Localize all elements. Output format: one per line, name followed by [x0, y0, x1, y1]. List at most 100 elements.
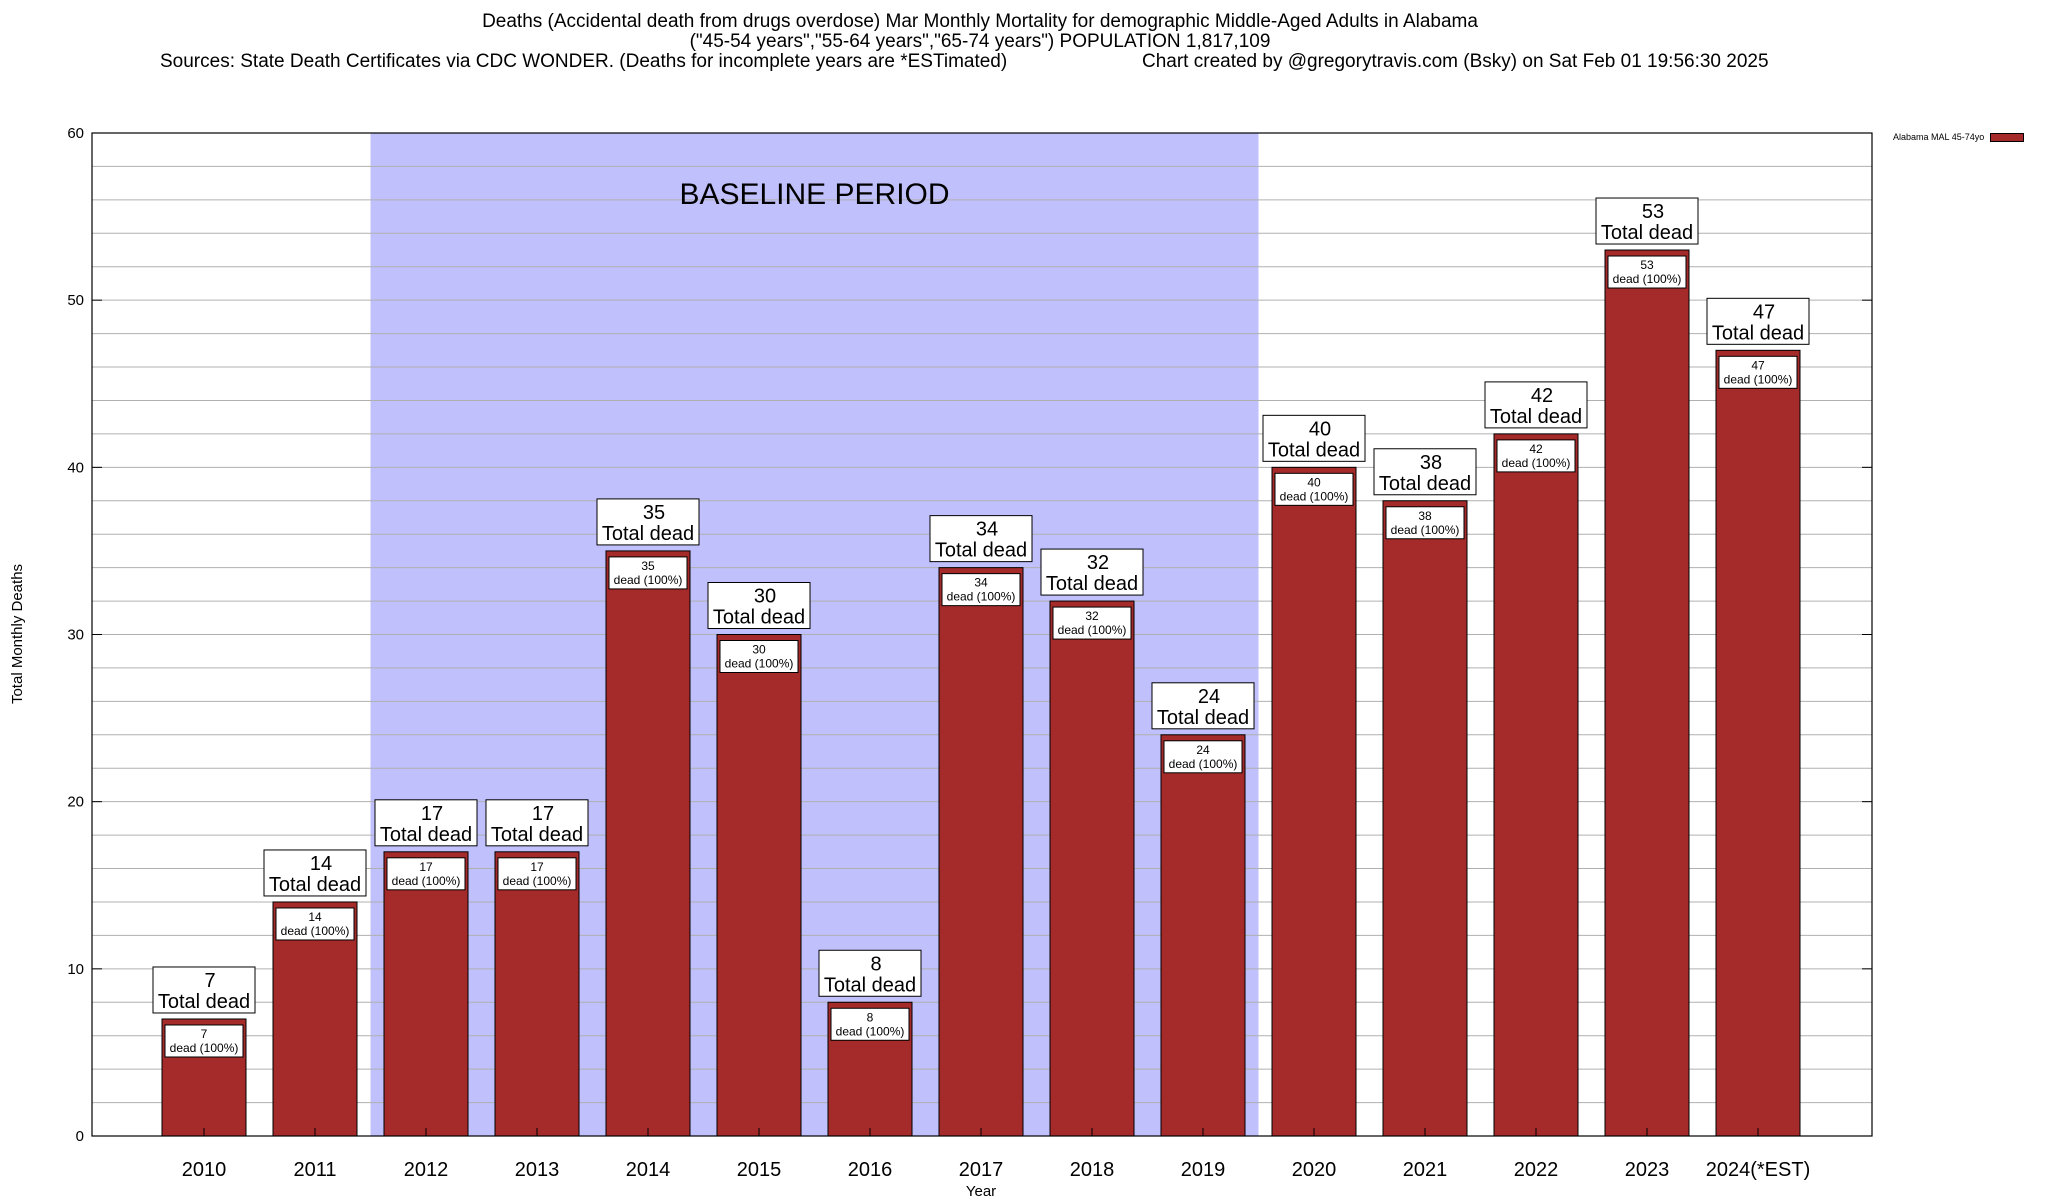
bar-inner-percent-label: dead (100%): [392, 874, 461, 888]
bar-inner-label-box: [1163, 740, 1243, 774]
bar-inner-label-box: [386, 857, 466, 891]
bar-inner-value-label: 34: [974, 576, 988, 590]
bar-inner-percent-label: dead (100%): [1169, 757, 1238, 771]
bar-inner-label-box: [608, 556, 688, 590]
bar: [272, 901, 358, 1137]
bar-inner-value-label: 42: [1529, 442, 1543, 456]
bar-inner-label-box: [1385, 506, 1465, 540]
bar-total-dead-label: Total dead: [1379, 473, 1471, 495]
bar-total-dead-label: Total dead: [158, 991, 250, 1013]
bar-total-dead-label: Total dead: [1601, 222, 1693, 244]
bar-total-value-label: 42: [1531, 385, 1553, 407]
chart-subtitle: ("45-54 years","55-64 years","65-74 year…: [689, 31, 1271, 52]
y-tick-label: 60: [67, 125, 84, 142]
y-tick-label: 10: [67, 961, 84, 978]
bar-total-label-box: [596, 498, 700, 546]
x-tick-label: 2010: [182, 1159, 227, 1181]
bar-inner-value-label: 47: [1751, 358, 1765, 372]
bar-total-label-box: [1373, 448, 1477, 496]
bar-total-value-label: 47: [1753, 301, 1775, 323]
x-tick-label: 2024(*EST): [1706, 1159, 1811, 1181]
chart-header: Deaths (Accidental death from drugs over…: [0, 12, 1960, 72]
bar-total-dead-label: Total dead: [935, 540, 1027, 562]
bar-total-dead-label: Total dead: [1490, 406, 1582, 428]
bar-total-label-box: [818, 949, 922, 997]
bar-inner-percent-label: dead (100%): [1724, 372, 1793, 386]
bar-total-label-box: [1706, 297, 1810, 345]
x-tick-label: 2013: [515, 1159, 560, 1181]
y-tick-label: 30: [67, 627, 84, 644]
bar-inner-percent-label: dead (100%): [170, 1041, 239, 1055]
bar-total-dead-label: Total dead: [1712, 322, 1804, 344]
bar-inner-value-label: 30: [752, 643, 766, 657]
bar: [383, 851, 469, 1137]
chart-credit: Chart created by @gregorytravis.com (Bsk…: [1142, 51, 1769, 72]
bar-inner-label-box: [1052, 606, 1132, 640]
bar-total-value-label: 8: [870, 953, 881, 975]
bar-total-value-label: 24: [1198, 686, 1220, 708]
bar-total-dead-label: Total dead: [269, 874, 361, 896]
sources-note: Sources: State Death Certificates via CD…: [160, 51, 1008, 72]
bar-inner-value-label: 35: [641, 559, 655, 573]
x-tick-label: 2016: [848, 1159, 893, 1181]
bar-inner-percent-label: dead (100%): [1391, 523, 1460, 537]
x-tick-label: 2017: [959, 1159, 1004, 1181]
bar-inner-label-box: [275, 907, 355, 941]
bar-inner-value-label: 8: [867, 1010, 874, 1024]
bar-inner-percent-label: dead (100%): [1058, 623, 1127, 637]
bar-inner-percent-label: dead (100%): [281, 924, 350, 938]
x-tick-label: 2012: [404, 1159, 449, 1181]
bar-inner-label-box: [1274, 472, 1354, 506]
x-tick-label: 2019: [1181, 1159, 1226, 1181]
bar-inner-percent-label: dead (100%): [503, 874, 572, 888]
bar-total-value-label: 7: [204, 970, 215, 992]
bar-inner-percent-label: dead (100%): [947, 590, 1016, 604]
bar-total-label-box: [485, 799, 589, 847]
bar: [1160, 734, 1246, 1137]
y-tick-label: 0: [76, 1128, 84, 1145]
bar-inner-label-box: [830, 1007, 910, 1041]
plot-frame: [91, 132, 1873, 1137]
bar-inner-value-label: 17: [530, 860, 544, 874]
y-tick-label: 40: [67, 459, 84, 476]
x-tick-label: 2022: [1514, 1159, 1559, 1181]
bar-total-value-label: 14: [310, 853, 332, 875]
bar-total-label-box: [1484, 381, 1588, 429]
bar-total-dead-label: Total dead: [713, 607, 805, 629]
bar-inner-value-label: 14: [308, 910, 322, 924]
bar-total-dead-label: Total dead: [1046, 573, 1138, 595]
bar-inner-label-box: [164, 1024, 244, 1058]
source-row: Sources: State Death Certificates via CD…: [0, 52, 1960, 72]
bar-total-value-label: 34: [976, 519, 998, 541]
x-tick-label: 2021: [1403, 1159, 1448, 1181]
bar-total-value-label: 40: [1309, 418, 1331, 440]
bar-inner-value-label: 38: [1418, 509, 1432, 523]
bar: [605, 550, 691, 1137]
x-tick-label: 2020: [1292, 1159, 1337, 1181]
legend: Alabama MAL 45-74yo: [1893, 132, 2025, 142]
bar-inner-label-box: [941, 573, 1021, 607]
bar: [1604, 249, 1690, 1137]
bar-total-label-box: [152, 966, 256, 1014]
bar: [1715, 349, 1801, 1137]
bar-total-label-box: [263, 849, 367, 897]
bar-total-value-label: 35: [643, 502, 665, 524]
bar-total-dead-label: Total dead: [1268, 439, 1360, 461]
x-axis-title: Year: [966, 1183, 996, 1200]
bar-total-label-box: [1040, 548, 1144, 596]
bar-total-dead-label: Total dead: [491, 824, 583, 846]
bar-inner-label-box: [1496, 439, 1576, 473]
x-tick-label: 2018: [1070, 1159, 1115, 1181]
bar-total-dead-label: Total dead: [1157, 707, 1249, 729]
bar-total-value-label: 38: [1420, 452, 1442, 474]
bar-inner-value-label: 7: [201, 1027, 208, 1041]
bar-total-dead-label: Total dead: [380, 824, 472, 846]
bar-inner-percent-label: dead (100%): [1502, 456, 1571, 470]
x-tick-label: 2014: [626, 1159, 671, 1181]
bar-total-label-box: [374, 799, 478, 847]
bar-inner-label-box: [1718, 355, 1798, 389]
bar-inner-percent-label: dead (100%): [1280, 489, 1349, 503]
bar-total-value-label: 17: [421, 803, 443, 825]
legend-swatch: [1990, 132, 2025, 142]
bar-total-label-box: [707, 582, 811, 629]
